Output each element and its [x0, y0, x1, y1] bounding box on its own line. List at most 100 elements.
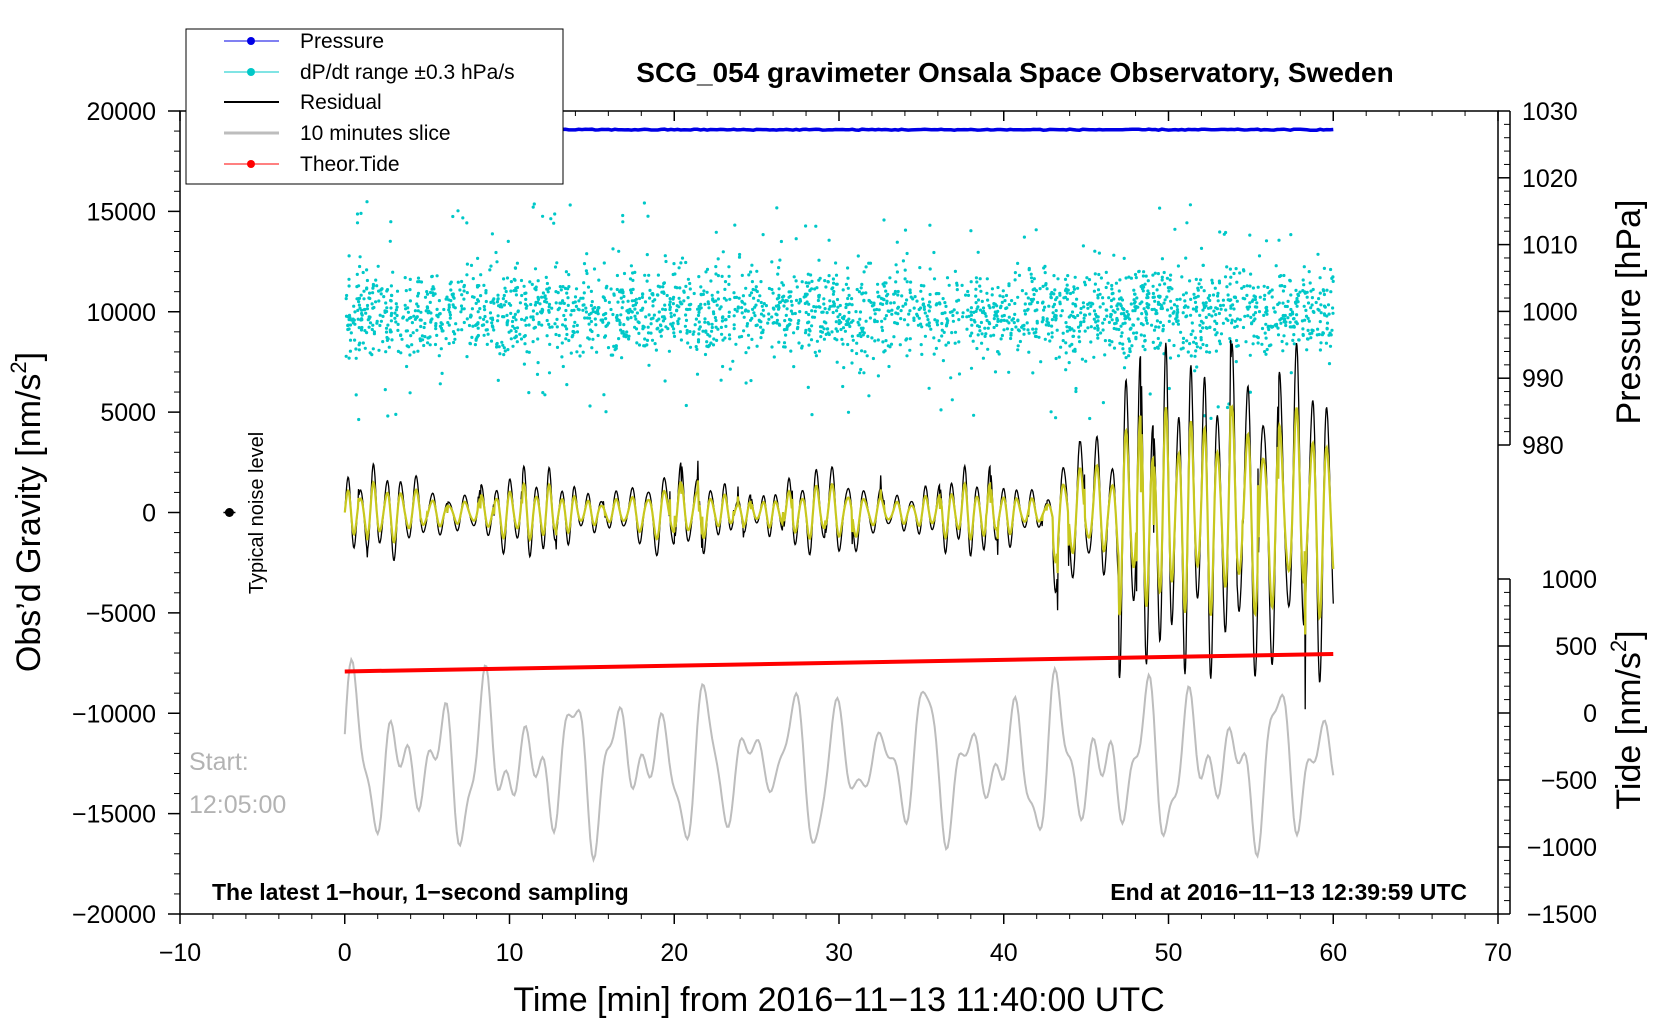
- dpdt-point: [1175, 304, 1179, 308]
- dpdt-point: [1151, 295, 1155, 299]
- dpdt-point: [846, 342, 850, 347]
- dpdt-point: [816, 298, 821, 303]
- dpdt-point: [715, 338, 719, 342]
- dpdt-point: [1093, 249, 1097, 253]
- legend-marker-tide: [247, 160, 255, 168]
- dpdt-point: [1143, 282, 1147, 286]
- dpdt-point: [884, 314, 889, 318]
- dpdt-point: [553, 212, 557, 216]
- dpdt-point: [1107, 296, 1111, 300]
- dpdt-point: [646, 331, 651, 335]
- dpdt-point: [352, 304, 356, 308]
- dpdt-point: [771, 291, 775, 295]
- dpdt-point: [368, 321, 373, 325]
- dpdt-point: [746, 309, 750, 313]
- dpdt-point: [753, 314, 757, 318]
- dpdt-point: [1184, 291, 1188, 295]
- dpdt-point: [1301, 332, 1305, 337]
- dpdt-point: [575, 323, 579, 327]
- dpdt-point: [1325, 314, 1329, 318]
- dpdt-point: [559, 288, 563, 292]
- dpdt-point: [567, 285, 571, 289]
- dpdt-point: [595, 309, 600, 313]
- dpdt-point: [822, 337, 827, 341]
- dpdt-point: [1135, 296, 1139, 300]
- dpdt-point: [912, 306, 916, 310]
- dpdt-point: [384, 350, 388, 354]
- dpdt-point: [980, 341, 984, 345]
- dpdt-point: [1066, 274, 1070, 278]
- dpdt-point: [901, 259, 906, 263]
- dpdt-point: [807, 333, 811, 337]
- x-tick-label: 70: [1484, 939, 1512, 967]
- dpdt-point: [1264, 322, 1268, 326]
- dpdt-point: [928, 267, 932, 271]
- dpdt-point: [1185, 221, 1189, 225]
- dpdt-point: [1109, 298, 1114, 303]
- dpdt-point: [785, 327, 789, 331]
- dpdt-point: [633, 325, 637, 329]
- dpdt-point: [792, 275, 796, 279]
- legend-item-tide: Theor.Tide: [224, 153, 400, 176]
- dpdt-point: [1032, 277, 1036, 281]
- pressure-tick-label: 990: [1522, 365, 1564, 393]
- dpdt-point: [1129, 302, 1133, 306]
- dpdt-point: [1233, 325, 1237, 329]
- dpdt-point: [720, 316, 725, 320]
- dpdt-point: [1229, 275, 1233, 279]
- dpdt-point: [1216, 294, 1220, 298]
- dpdt-point: [347, 313, 352, 317]
- dpdt-point: [751, 287, 755, 292]
- dpdt-point: [684, 313, 688, 317]
- dpdt-point: [1074, 389, 1078, 394]
- dpdt-point: [592, 267, 597, 271]
- dpdt-point: [1165, 276, 1169, 280]
- dpdt-point: [535, 372, 540, 376]
- dpdt-point: [1248, 284, 1252, 288]
- dpdt-point: [363, 307, 367, 312]
- dpdt-point: [815, 339, 820, 343]
- dpdt-point: [834, 282, 839, 286]
- dpdt-point: [695, 372, 700, 376]
- dpdt-point: [783, 319, 787, 323]
- dpdt-point: [585, 271, 589, 276]
- dpdt-point: [727, 310, 731, 314]
- tide-line: [344, 652, 1334, 674]
- dpdt-point: [1073, 275, 1077, 279]
- dpdt-point: [1115, 304, 1119, 308]
- dpdt-point: [656, 273, 661, 277]
- dpdt-point: [381, 340, 385, 344]
- dpdt-point: [680, 256, 685, 260]
- dpdt-point: [433, 342, 438, 347]
- noise-dot: [224, 508, 234, 517]
- dpdt-point: [599, 318, 603, 322]
- tide-tick-label: 500: [1555, 633, 1597, 661]
- dpdt-point: [896, 293, 900, 297]
- dpdt-point: [850, 334, 855, 338]
- dpdt-point: [899, 309, 903, 313]
- dpdt-point: [641, 324, 645, 328]
- dpdt-point: [955, 288, 959, 292]
- dpdt-point: [362, 289, 366, 293]
- dpdt-point: [1026, 328, 1030, 332]
- dpdt-point: [1096, 336, 1100, 340]
- dpdt-point: [961, 315, 965, 319]
- dpdt-point: [465, 355, 469, 359]
- dpdt-point: [1074, 386, 1078, 391]
- dpdt-point: [659, 334, 663, 338]
- dpdt-point: [359, 293, 363, 297]
- dpdt-point: [495, 260, 499, 264]
- dpdt-point: [1241, 325, 1246, 330]
- dpdt-point: [1029, 276, 1034, 280]
- dpdt-point: [762, 302, 766, 306]
- dpdt-point: [983, 326, 987, 330]
- dpdt-point: [770, 315, 774, 319]
- dpdt-point: [855, 287, 859, 292]
- dpdt-point: [649, 322, 653, 326]
- dpdt-point: [727, 333, 732, 337]
- dpdt-point: [357, 296, 362, 300]
- dpdt-point: [1104, 285, 1108, 290]
- dpdt-point: [395, 289, 400, 293]
- dpdt-point: [982, 309, 986, 313]
- dpdt-point: [1107, 320, 1111, 324]
